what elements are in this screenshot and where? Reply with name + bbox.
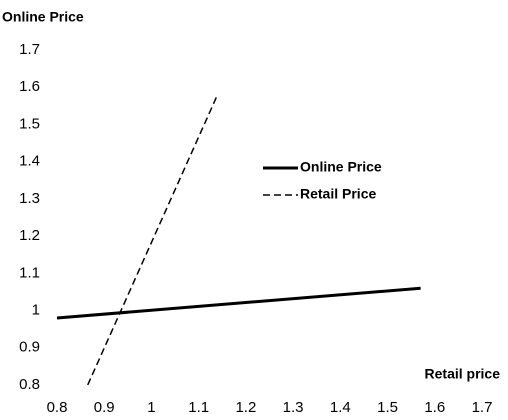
series-line: [87, 94, 219, 386]
legend-label: Retail Price: [300, 186, 376, 202]
x-tick-label: 1: [147, 399, 155, 416]
y-tick-label: 0.8: [19, 376, 40, 393]
x-tick-label: 1.3: [283, 399, 304, 416]
y-tick-label: 1: [32, 302, 40, 319]
x-tick-label: 0.8: [47, 399, 68, 416]
y-tick-label: 1.2: [19, 227, 40, 244]
y-tick-label: 1.7: [19, 41, 40, 58]
x-axis-title: Retail price: [425, 366, 501, 382]
y-axis-title: Online Price: [2, 9, 84, 25]
y-tick-label: 1.6: [19, 78, 40, 95]
y-tick-label: 1.1: [19, 264, 40, 281]
x-tick-label: 1.4: [330, 399, 351, 416]
x-tick-label: 1.5: [377, 399, 398, 416]
y-tick-label: 1.5: [19, 115, 40, 132]
series-line: [56, 286, 421, 320]
x-tick-label: 1.7: [472, 399, 493, 416]
x-tick-label: 0.9: [94, 399, 115, 416]
x-tick-label: 1.6: [424, 399, 445, 416]
x-tick-label: 1.2: [235, 399, 256, 416]
y-tick-label: 1.3: [19, 190, 40, 207]
y-tick-label: 0.9: [19, 339, 40, 356]
legend-label: Online Price: [300, 159, 382, 175]
y-tick-label: 1.4: [19, 153, 40, 170]
x-tick-label: 1.1: [188, 399, 209, 416]
